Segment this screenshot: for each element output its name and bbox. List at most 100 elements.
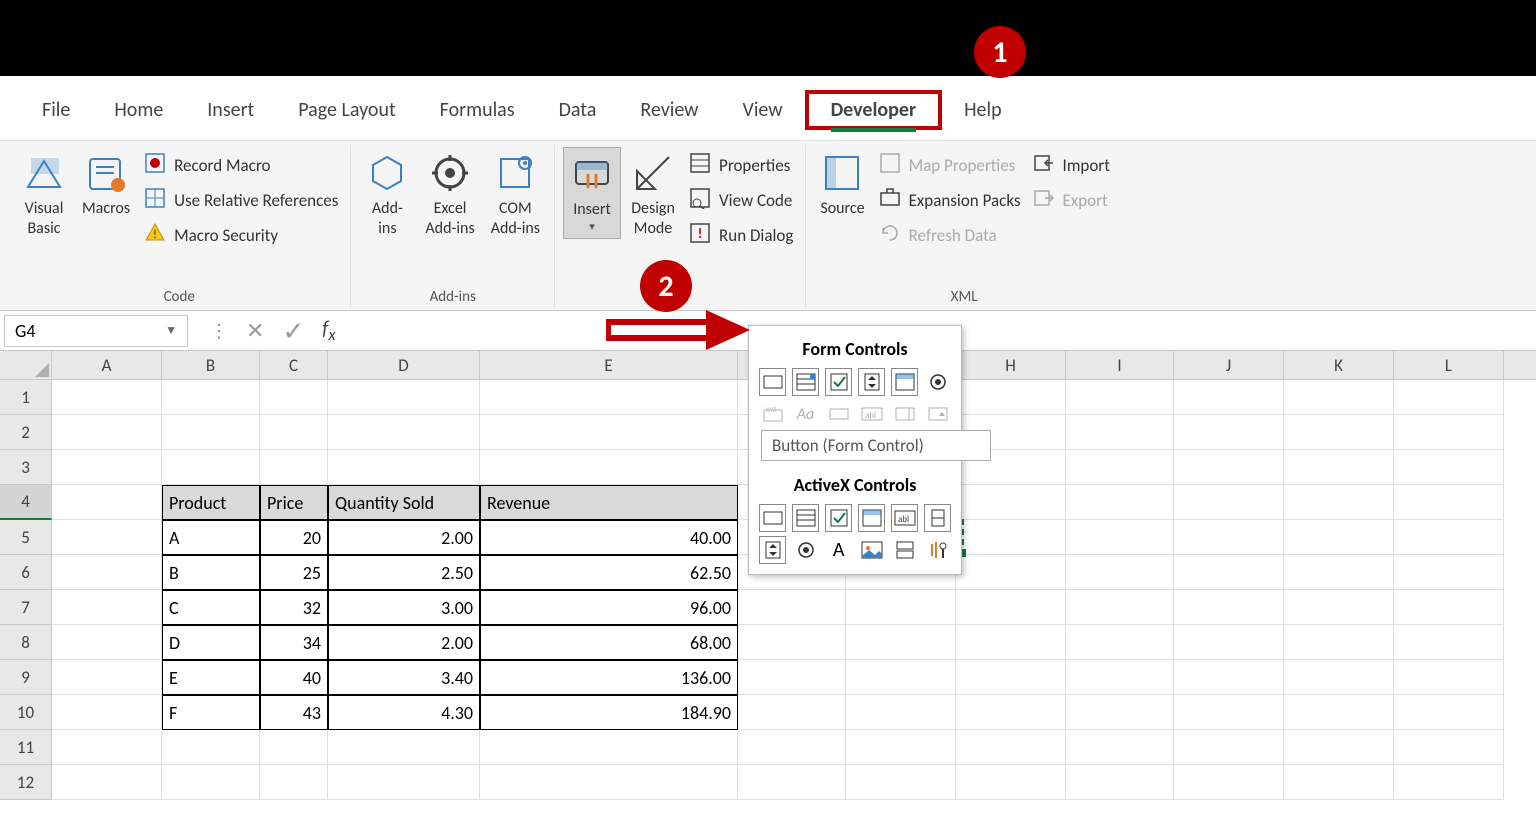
cell[interactable]: [846, 695, 956, 730]
cell[interactable]: [1284, 765, 1394, 800]
cell[interactable]: F: [162, 695, 260, 730]
cell[interactable]: [480, 380, 738, 415]
column-header[interactable]: A: [52, 351, 162, 379]
tab-page-layout[interactable]: Page Layout: [276, 94, 417, 126]
cell[interactable]: [52, 695, 162, 730]
cell[interactable]: Revenue: [480, 485, 738, 520]
cell[interactable]: [1284, 730, 1394, 765]
cell[interactable]: [1174, 450, 1284, 485]
cell[interactable]: [162, 765, 260, 800]
confirm-formula-button[interactable]: ✓: [282, 315, 304, 347]
cell[interactable]: Quantity Sold: [328, 485, 480, 520]
cell[interactable]: [956, 765, 1066, 800]
cell[interactable]: 32: [260, 590, 328, 625]
cell[interactable]: E: [162, 660, 260, 695]
cell[interactable]: [52, 485, 162, 520]
cell[interactable]: Price: [260, 485, 328, 520]
row-header[interactable]: 1: [0, 380, 52, 415]
cell[interactable]: [1284, 695, 1394, 730]
cell[interactable]: [1174, 660, 1284, 695]
cell[interactable]: [1066, 555, 1174, 590]
tab-view[interactable]: View: [720, 94, 804, 126]
form-groupbox-control[interactable]: XYZ: [759, 400, 786, 428]
macro-security-button[interactable]: ! Macro Security: [140, 221, 342, 250]
ax-scrollbar-control[interactable]: [924, 504, 951, 532]
cell[interactable]: [1174, 765, 1284, 800]
cell[interactable]: [328, 765, 480, 800]
import-button[interactable]: Import: [1029, 151, 1114, 180]
cell[interactable]: [1284, 555, 1394, 590]
refresh-data-button[interactable]: Refresh Data: [875, 221, 1025, 250]
com-addins-button[interactable]: COM Add-ins: [485, 147, 546, 243]
cell[interactable]: [52, 625, 162, 660]
cell[interactable]: 34: [260, 625, 328, 660]
row-header[interactable]: 7: [0, 590, 52, 625]
form-combo-control[interactable]: [792, 368, 819, 396]
cell[interactable]: [480, 765, 738, 800]
cell[interactable]: [162, 380, 260, 415]
tab-data[interactable]: Data: [537, 94, 619, 126]
form-combobox2-control[interactable]: [891, 400, 918, 428]
row-header[interactable]: 5: [0, 520, 52, 555]
cell[interactable]: [738, 730, 846, 765]
map-properties-button[interactable]: Map Properties: [875, 151, 1025, 180]
cell[interactable]: [1394, 730, 1504, 765]
cell[interactable]: [1284, 625, 1394, 660]
cell[interactable]: 3.00: [328, 590, 480, 625]
cell[interactable]: [1174, 695, 1284, 730]
cell[interactable]: [1066, 380, 1174, 415]
ax-combo-control[interactable]: [792, 504, 819, 532]
column-header[interactable]: B: [162, 351, 260, 379]
cell[interactable]: [52, 415, 162, 450]
tab-developer[interactable]: Developer: [805, 90, 943, 130]
form-option-control[interactable]: [924, 368, 951, 396]
view-code-button[interactable]: View Code: [685, 186, 797, 215]
column-header[interactable]: L: [1394, 351, 1504, 379]
cell[interactable]: [260, 730, 328, 765]
cell[interactable]: [738, 695, 846, 730]
cell[interactable]: [52, 520, 162, 555]
cell[interactable]: [1394, 415, 1504, 450]
chevron-down-icon[interactable]: ▼: [165, 323, 177, 338]
ax-image-control[interactable]: [858, 536, 885, 564]
cancel-formula-button[interactable]: ✕: [246, 317, 264, 344]
cell[interactable]: [1394, 695, 1504, 730]
cell[interactable]: 68.00: [480, 625, 738, 660]
column-header[interactable]: D: [328, 351, 480, 379]
cell[interactable]: [52, 660, 162, 695]
tab-review[interactable]: Review: [618, 94, 720, 126]
cell[interactable]: A: [162, 520, 260, 555]
cell[interactable]: [956, 520, 1066, 555]
cell[interactable]: [1066, 695, 1174, 730]
excel-addins-button[interactable]: Excel Add-ins: [419, 147, 480, 243]
cell[interactable]: [328, 450, 480, 485]
cell[interactable]: [1174, 730, 1284, 765]
cell[interactable]: [162, 450, 260, 485]
ax-option-control[interactable]: [792, 536, 819, 564]
relative-references-button[interactable]: Use Relative References: [140, 186, 342, 215]
cell[interactable]: [260, 380, 328, 415]
cell[interactable]: [1174, 415, 1284, 450]
cell[interactable]: 136.00: [480, 660, 738, 695]
expansion-packs-button[interactable]: Expansion Packs: [875, 186, 1025, 215]
cell[interactable]: [1394, 625, 1504, 660]
cell[interactable]: [1066, 660, 1174, 695]
cell[interactable]: Product: [162, 485, 260, 520]
cell[interactable]: 184.90: [480, 695, 738, 730]
cell[interactable]: [1066, 765, 1174, 800]
cell[interactable]: 40: [260, 660, 328, 695]
cell[interactable]: [1066, 450, 1174, 485]
cell[interactable]: [328, 380, 480, 415]
cell[interactable]: 43: [260, 695, 328, 730]
column-header[interactable]: J: [1174, 351, 1284, 379]
name-box[interactable]: G4 ▼: [4, 315, 188, 347]
cell[interactable]: [52, 765, 162, 800]
cell[interactable]: [52, 450, 162, 485]
cell[interactable]: [1174, 520, 1284, 555]
cell[interactable]: [956, 555, 1066, 590]
form-listbox-control[interactable]: [891, 368, 918, 396]
cell[interactable]: [1284, 590, 1394, 625]
source-button[interactable]: Source: [814, 147, 870, 223]
form-label-control[interactable]: Aa: [792, 400, 819, 428]
row-header[interactable]: 3: [0, 450, 52, 485]
